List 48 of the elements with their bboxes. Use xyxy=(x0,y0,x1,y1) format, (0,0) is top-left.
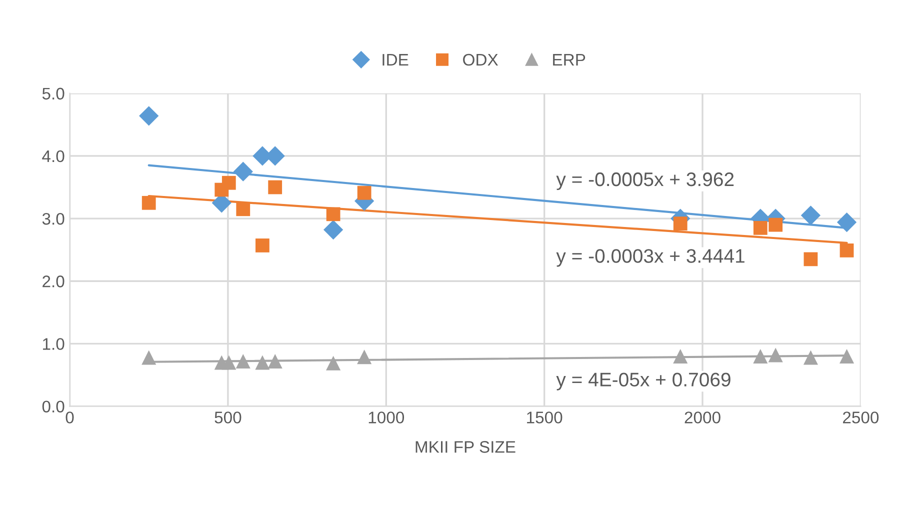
point xyxy=(255,238,270,252)
point xyxy=(255,355,270,370)
y-tick-label: 4.0 xyxy=(42,150,64,162)
point xyxy=(142,196,156,210)
point xyxy=(236,354,250,369)
point xyxy=(768,218,783,232)
legend-label: ERP xyxy=(553,54,586,66)
point xyxy=(142,350,156,365)
point xyxy=(357,350,372,364)
y-tick-label: 0.0 xyxy=(42,400,64,412)
point xyxy=(268,180,282,194)
annotation: y = -0.0003x + 3.4441 xyxy=(556,249,744,267)
x-tick-label: 0 xyxy=(66,412,74,424)
point xyxy=(222,355,236,370)
legend-label: IDE xyxy=(382,54,408,66)
y-tick-label: 2.0 xyxy=(42,276,64,288)
y-tick-label: 3.0 xyxy=(42,212,64,225)
point xyxy=(768,348,783,362)
annotation: y = 4E-05x + 0.7069 xyxy=(556,372,730,390)
point xyxy=(803,350,818,365)
point xyxy=(753,348,768,364)
point xyxy=(326,207,340,222)
point xyxy=(357,186,372,200)
point xyxy=(222,176,236,190)
point xyxy=(753,220,768,235)
point xyxy=(804,252,818,266)
x-tick-label: 2000 xyxy=(684,412,720,424)
x-tick-label: 500 xyxy=(214,412,242,424)
y-tick-label: 5.0 xyxy=(42,88,64,100)
point xyxy=(326,356,341,370)
y-tick-label: 1.0 xyxy=(43,338,64,350)
point xyxy=(840,244,854,258)
x-tick-label: 2500 xyxy=(843,412,879,424)
point xyxy=(236,202,250,216)
point xyxy=(268,354,282,369)
point xyxy=(800,206,821,226)
legend-label: ODX xyxy=(463,54,498,66)
x-tick-label: 1000 xyxy=(368,412,404,424)
annotation: y = -0.0005x + 3.962 xyxy=(556,172,734,190)
point xyxy=(323,220,344,240)
point xyxy=(839,348,854,364)
point xyxy=(673,216,688,230)
point xyxy=(836,212,857,232)
point xyxy=(233,162,253,182)
x-tick-label: 1500 xyxy=(527,412,562,424)
point xyxy=(139,106,159,126)
point xyxy=(673,348,688,364)
x-axis-title: MKII FP SIZE xyxy=(416,441,516,453)
